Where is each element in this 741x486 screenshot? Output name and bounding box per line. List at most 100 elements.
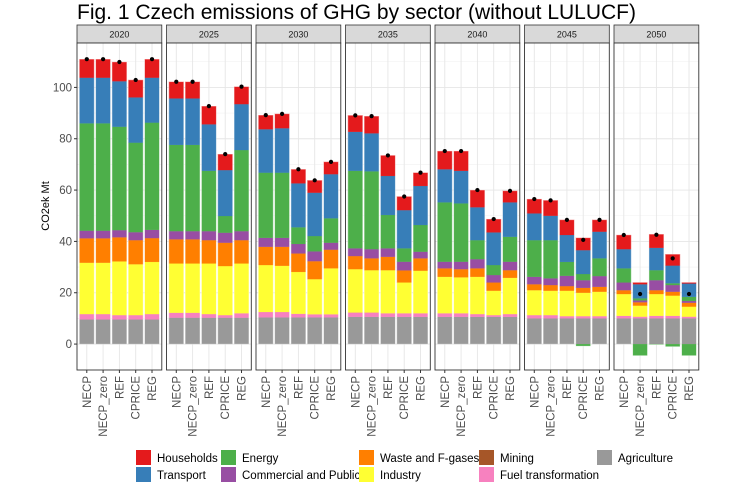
total-point: [532, 196, 537, 202]
bar-segment-agriculture: [648, 318, 664, 345]
facet-panel-2050: 2050 NECP NECP_zero REF CPRICE REG: [613, 24, 700, 437]
facet-strip-label: 2045: [557, 30, 577, 40]
bar-segment-agriculture: [453, 316, 469, 345]
bar-segment-transport: [168, 98, 184, 145]
bar-segment-fuel-transformation: [469, 313, 485, 317]
bar-segment-fuel-transformation: [128, 314, 144, 320]
bar-segment-waste-and-f-gases: [632, 302, 648, 306]
bar-segment-agriculture: [144, 319, 160, 345]
bar-2040-REG: [502, 188, 518, 345]
legend-key: [221, 450, 236, 465]
facet-strip-label: 2030: [288, 30, 308, 40]
bar-segment-commercial-and-public: [575, 280, 591, 288]
bar-2030-REG: [323, 159, 339, 345]
bar-segment-transport: [201, 124, 217, 171]
bar-segment-fuel-transformation: [380, 313, 396, 317]
bar-segment-waste-and-f-gases: [526, 284, 542, 291]
bar-segment-commercial-and-public: [665, 284, 681, 292]
legend-label: Households: [157, 453, 218, 465]
bar-segment-commercial-and-public: [168, 231, 184, 240]
total-point: [621, 232, 626, 238]
bar-segment-agriculture: [185, 317, 201, 345]
bar-segment-agriculture: [413, 316, 428, 345]
bar-segment-agriculture: [437, 316, 453, 345]
bar-segment-transport: [347, 131, 363, 171]
legend-label: Agriculture: [618, 453, 673, 465]
bar-segment-fuel-transformation: [681, 316, 697, 319]
x-tick-label: REG: [326, 376, 338, 401]
bar-segment-energy: [632, 298, 648, 301]
total-point: [548, 198, 553, 203]
bar-segment-commercial-and-public: [95, 230, 111, 239]
legend-label: Fuel transformation: [500, 470, 599, 482]
bar-segment-waste-and-f-gases: [665, 291, 681, 296]
bar-segment-energy: [111, 126, 127, 231]
bar-segment-agriculture: [201, 317, 217, 345]
bar-segment-agriculture: [307, 317, 323, 345]
x-tick-label: CPRICE: [399, 376, 411, 420]
facet-panel-2030: 2030 NECP NECP_zero REF CPRICE REG: [255, 24, 342, 437]
bar-segment-industry: [502, 277, 518, 315]
bar-segment-waste-and-f-gases: [95, 238, 111, 263]
bar-segment-industry: [413, 270, 428, 314]
x-tick-label: NECP_zero: [188, 376, 200, 437]
total-point: [507, 188, 513, 193]
bar-segment-commercial-and-public: [364, 249, 380, 259]
legend-label: Energy: [242, 453, 279, 465]
bar-segment-energy: [185, 144, 201, 232]
bar-outline: [681, 282, 697, 356]
bar-segment-households: [347, 115, 363, 132]
bar-segment-fuel-transformation: [217, 314, 233, 318]
panel-border: [345, 42, 431, 371]
bar-segment-industry: [453, 277, 469, 314]
bar-2050-NECP: [616, 232, 632, 345]
bar-segment-agriculture: [258, 317, 274, 345]
bar-segment-industry: [665, 295, 681, 316]
bar-segment-waste-and-f-gases: [437, 268, 453, 277]
facet-strip-label: 2050: [646, 30, 666, 40]
legend-key: [221, 467, 236, 482]
bar-2045-REF: [559, 217, 575, 345]
bar-segment-waste-and-f-gases: [648, 290, 664, 295]
bar-segment-households: [453, 150, 469, 171]
bar-segment-commercial-and-public: [486, 274, 502, 283]
bar-segment-commercial-and-public: [502, 261, 518, 271]
bar-segment-waste-and-f-gases: [274, 246, 290, 266]
bar-segment-industry: [274, 265, 290, 313]
facet-strip-label: 2035: [378, 30, 398, 40]
bar-segment-waste-and-f-gases: [592, 286, 607, 292]
panel-border: [166, 42, 252, 371]
total-point: [581, 237, 586, 242]
x-tick-label: REG: [684, 376, 696, 401]
bar-segment-industry: [616, 293, 632, 316]
panel-border: [434, 42, 521, 371]
bar-segment-households: [543, 200, 559, 216]
y-tick-label: 40: [59, 236, 72, 248]
bar-segment-industry: [681, 306, 697, 317]
bar-segment-commercial-and-public: [347, 248, 363, 257]
bar-segment-industry: [290, 271, 306, 314]
bar-segment-agriculture: [575, 318, 591, 345]
bar-segment-industry: [559, 290, 575, 317]
bar-2035-NECP: [347, 113, 363, 345]
x-tick-label: NECP_zero: [635, 376, 647, 437]
total-point: [117, 59, 122, 65]
bar-segment-industry: [575, 292, 591, 317]
x-tick-label: CPRICE: [220, 376, 232, 420]
bar-segment-fuel-transformation: [526, 314, 542, 319]
x-tick-label: NECP: [529, 376, 541, 408]
bar-segment-waste-and-f-gases: [469, 268, 485, 277]
total-point: [654, 232, 659, 237]
x-tick-label: NECP: [171, 376, 183, 408]
facet-strip-label: 2020: [109, 30, 129, 40]
bar-segment-fuel-transformation: [185, 312, 201, 318]
bar-segment-waste-and-f-gases: [380, 256, 396, 271]
bar-segment-energy: [201, 170, 217, 232]
bar-segment-commercial-and-public: [526, 276, 542, 285]
bar-segment-energy: [234, 149, 249, 232]
bar-segment-energy: [290, 227, 306, 245]
bar-segment-energy: [168, 144, 184, 232]
bar-2020-REG: [144, 57, 160, 345]
x-tick-label: REF: [114, 376, 126, 399]
bar-segment-commercial-and-public: [559, 275, 575, 287]
